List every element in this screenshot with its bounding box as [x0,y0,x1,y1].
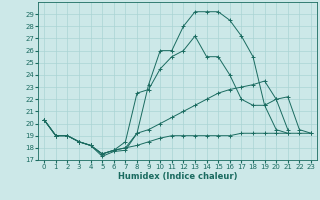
X-axis label: Humidex (Indice chaleur): Humidex (Indice chaleur) [118,172,237,181]
